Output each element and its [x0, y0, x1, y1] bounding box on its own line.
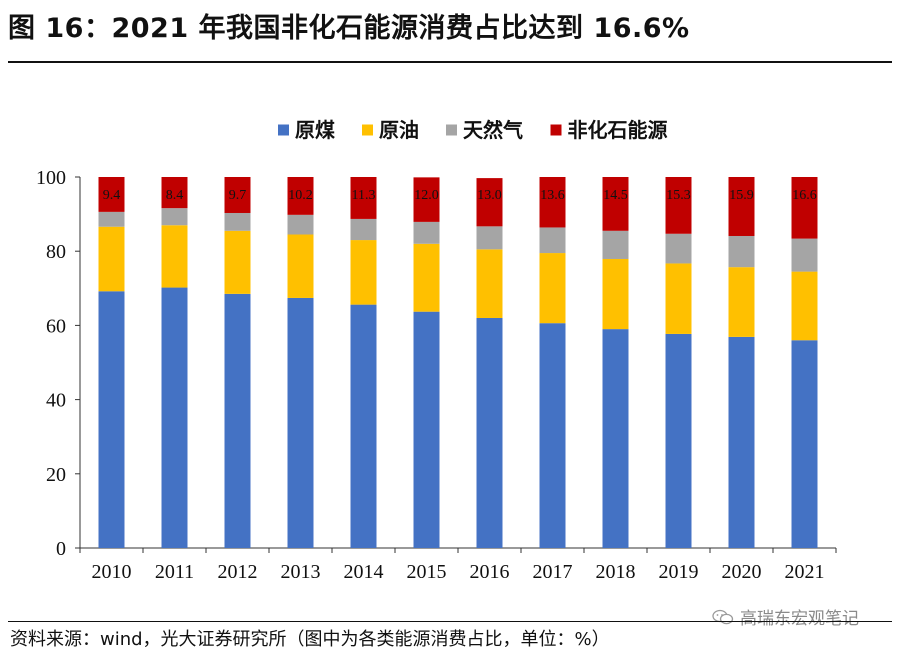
bar-原煤-2012	[224, 293, 251, 548]
y-tick-label: 100	[36, 167, 66, 189]
bar-非化石能源-2015	[413, 177, 440, 222]
bar-原油-2017	[539, 253, 566, 324]
x-tick-label: 2020	[722, 561, 762, 583]
bar-原油-2021	[791, 271, 818, 341]
bar-非化石能源-2012	[224, 177, 251, 213]
bar-原煤-2020	[728, 336, 755, 548]
figure-title: 图 16：2021 年我国非化石能源消费占比达到 16.6%	[8, 13, 690, 44]
bar-天然气-2013	[287, 214, 314, 235]
legend-swatch-天然气	[446, 124, 457, 136]
legend-swatch-原煤	[278, 124, 289, 136]
bar-天然气-2017	[539, 227, 566, 254]
bar-原油-2019	[665, 263, 692, 334]
wechat-icon	[712, 609, 734, 624]
bar-原油-2011	[161, 225, 188, 288]
data-label: 11.3	[352, 188, 376, 203]
title-divider	[8, 61, 892, 63]
bar-天然气-2020	[728, 235, 755, 268]
x-tick-label: 2015	[407, 561, 447, 583]
watermark: 高瑞东宏观笔记	[712, 604, 859, 629]
legend-swatch-原油	[362, 124, 373, 136]
y-tick-label: 0	[56, 538, 66, 560]
bar-天然气-2011	[161, 208, 188, 226]
bar-天然气-2019	[665, 233, 692, 264]
bar-原煤-2015	[413, 311, 440, 548]
bar-原煤-2014	[350, 304, 377, 548]
x-tick-label: 2012	[218, 561, 258, 583]
data-label: 8.4	[166, 188, 184, 203]
bar-原油-2018	[602, 258, 629, 330]
bar-天然气-2010	[98, 211, 125, 227]
x-tick-label: 2016	[470, 561, 510, 583]
y-tick-label: 40	[46, 390, 66, 412]
x-tick-label: 2014	[344, 561, 384, 583]
x-tick-label: 2018	[596, 561, 636, 583]
bar-非化石能源-2019	[665, 177, 692, 234]
y-tick-label: 80	[46, 241, 66, 263]
bar-天然气-2012	[224, 212, 251, 231]
bar-原煤-2017	[539, 323, 566, 548]
bar-天然气-2021	[791, 238, 818, 272]
bar-非化石能源-2010	[98, 177, 125, 212]
x-tick-label: 2013	[281, 561, 321, 583]
bar-天然气-2014	[350, 218, 377, 241]
bar-原煤-2016	[476, 317, 503, 548]
bar-非化石能源-2016	[476, 178, 503, 227]
bar-原油-2010	[98, 226, 125, 292]
data-label: 15.9	[729, 188, 754, 203]
x-tick-label: 2010	[92, 561, 132, 583]
source-note: 资料来源：wind，光大证券研究所（图中为各类能源消费占比，单位：%）	[10, 629, 610, 650]
data-label: 9.7	[229, 188, 247, 203]
bar-原煤-2013	[287, 297, 314, 548]
x-tick-label: 2019	[659, 561, 699, 583]
bar-非化石能源-2013	[287, 177, 314, 215]
bar-原油-2020	[728, 267, 755, 337]
x-tick-label: 2021	[785, 561, 825, 583]
bar-原油-2012	[224, 230, 251, 294]
y-tick-label: 20	[46, 464, 66, 486]
bar-原煤-2011	[161, 287, 188, 548]
bar-非化石能源-2018	[602, 177, 629, 231]
data-label: 13.0	[477, 188, 502, 203]
bar-原油-2014	[350, 240, 377, 305]
legend-label-原煤: 原煤	[295, 118, 335, 142]
legend-label-原油: 原油	[379, 118, 419, 142]
bar-非化石能源-2021	[791, 177, 818, 239]
bar-原油-2016	[476, 249, 503, 318]
data-label: 15.3	[666, 188, 691, 203]
data-label: 10.2	[288, 188, 313, 203]
legend-label-非化石能源: 非化石能源	[568, 118, 668, 142]
legend-label-天然气: 天然气	[463, 118, 523, 142]
data-label: 12.0	[414, 188, 439, 203]
bar-原煤-2010	[98, 291, 125, 548]
bar-原煤-2019	[665, 333, 692, 548]
source-divider	[8, 621, 892, 622]
bar-非化石能源-2020	[728, 177, 755, 236]
bar-原油-2015	[413, 243, 440, 312]
x-tick-label: 2011	[155, 561, 194, 583]
legend-swatch-非化石能源	[550, 124, 562, 136]
data-label: 13.6	[540, 188, 565, 203]
bar-天然气-2016	[476, 226, 503, 250]
bar-天然气-2015	[413, 221, 440, 244]
watermark-text: 高瑞东宏观笔记	[740, 609, 859, 629]
bar-非化石能源-2014	[350, 177, 377, 219]
data-label: 9.4	[103, 188, 121, 203]
bar-非化石能源-2017	[539, 177, 566, 228]
bar-非化石能源-2011	[161, 177, 188, 209]
data-label: 14.5	[603, 188, 628, 203]
bar-天然气-2018	[602, 230, 629, 259]
bar-原煤-2021	[791, 340, 818, 548]
data-label: 16.6	[792, 188, 817, 203]
y-tick-label: 60	[46, 315, 66, 337]
x-tick-label: 2017	[533, 561, 573, 583]
bar-原煤-2018	[602, 329, 629, 548]
stacked-bar-chart: 0 20 40 60 80 100 2010 2011 2012 2013 2014 2015 2016…	[36, 118, 837, 583]
bar-原油-2013	[287, 234, 314, 298]
